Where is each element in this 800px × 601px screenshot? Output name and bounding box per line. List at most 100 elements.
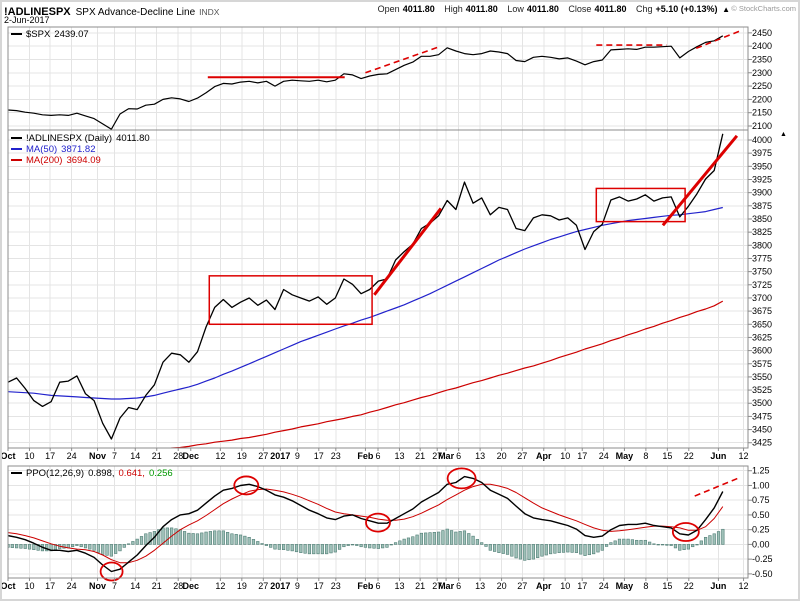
x-axis-label: 27 bbox=[258, 581, 268, 591]
x-axis-label: 14 bbox=[130, 581, 140, 591]
ppo-histogram-bar bbox=[652, 543, 656, 545]
y-axis-label: 3550 bbox=[752, 372, 772, 382]
x-axis-label: 15 bbox=[662, 581, 672, 591]
adline-legend: !ADLINESPX (Daily) 4011.80 MA(50) 3871.82 … bbox=[11, 133, 150, 166]
y-axis-label: 3925 bbox=[752, 174, 772, 184]
quote-bar: Open 4011.80 High 4011.80 Low 4011.80 Close… bbox=[371, 4, 730, 14]
y-axis-label: 0.25 bbox=[752, 525, 770, 535]
annotation-box bbox=[595, 187, 686, 223]
ppo-histogram-bar bbox=[484, 544, 488, 547]
x-axis-label: 17 bbox=[314, 581, 324, 591]
ppo-histogram-bar bbox=[75, 544, 79, 546]
y-axis-label: 2200 bbox=[752, 94, 772, 104]
ppo-histogram-bar bbox=[260, 543, 264, 545]
ppo-histogram-bar bbox=[131, 541, 135, 545]
low-value: 4011.80 bbox=[526, 4, 559, 14]
ppo-histogram-bar bbox=[682, 544, 686, 551]
y-axis-label: 3450 bbox=[752, 425, 772, 435]
x-axis-label: 19 bbox=[237, 581, 247, 591]
ppo-legend-label: PPO(12,26,9) bbox=[26, 468, 85, 479]
x-axis-label: 2017 bbox=[270, 581, 290, 591]
ppo-histogram-bar bbox=[19, 544, 23, 549]
ppo-histogram-bar bbox=[518, 544, 523, 560]
ppo-histogram-bar bbox=[673, 544, 678, 549]
y-axis-label: 4000 bbox=[752, 135, 772, 145]
annotation-circle bbox=[99, 561, 124, 582]
x-axis-label: 8 bbox=[643, 581, 648, 591]
y-axis-label: 3875 bbox=[752, 201, 772, 211]
ppo-histogram-bar bbox=[686, 544, 690, 550]
x-axis-label: 24 bbox=[599, 581, 609, 591]
ppo-histogram-bar bbox=[372, 544, 376, 549]
ppo-histogram-bar bbox=[45, 544, 49, 552]
x-axis-label: 24 bbox=[67, 581, 77, 591]
ppo-histogram-bar bbox=[583, 544, 587, 556]
y-axis-label: 2150 bbox=[752, 108, 772, 118]
ma200-legend-value: 3694.09 bbox=[66, 155, 101, 166]
x-axis-label: 22 bbox=[684, 451, 694, 461]
ppo-histogram-bar bbox=[604, 544, 609, 547]
x-axis-label: 17 bbox=[577, 451, 587, 461]
ppo-histogram-bar bbox=[320, 544, 324, 555]
x-axis-label: Nov bbox=[89, 581, 106, 591]
ppo-histogram-bar bbox=[411, 536, 415, 545]
ppo-histogram-bar bbox=[626, 538, 630, 545]
ppo-histogram-bar bbox=[355, 544, 359, 546]
ppo-histogram-bar bbox=[238, 534, 243, 545]
ppo-histogram-bar bbox=[191, 533, 195, 545]
x-axis-label: 9 bbox=[295, 581, 300, 591]
ma200-legend-label: MA(200) bbox=[26, 155, 63, 166]
ppo-histogram-bar bbox=[596, 544, 600, 553]
spx-line-swatch bbox=[11, 33, 22, 35]
ppo-histogram-bar bbox=[600, 544, 604, 551]
y-axis-label: 3775 bbox=[752, 253, 772, 263]
ppo-histogram-bar bbox=[523, 544, 527, 561]
ppo-histogram-bar bbox=[307, 544, 312, 555]
ppo-histogram-bar bbox=[432, 532, 436, 545]
adline-legend-label: !ADLINESPX (Daily) bbox=[26, 133, 113, 144]
ppo-histogram-bar bbox=[592, 544, 596, 555]
ppo-histogram-bar bbox=[36, 544, 40, 551]
ppo-histogram-bar bbox=[144, 533, 148, 545]
x-axis-label: 12 bbox=[739, 581, 749, 591]
ppo-histogram-bar bbox=[579, 544, 583, 555]
ppo-histogram-bar bbox=[648, 541, 652, 545]
y-axis-label: 3900 bbox=[752, 188, 772, 198]
ppo-histogram-bar bbox=[488, 544, 492, 551]
ppo-histogram-bar bbox=[721, 528, 725, 545]
x-axis-label: Nov bbox=[89, 451, 106, 461]
high-value: 4011.80 bbox=[465, 4, 498, 14]
ppo-histogram-bar bbox=[699, 540, 703, 545]
x-axis-label: Apr bbox=[536, 451, 552, 461]
annotation-circle bbox=[446, 467, 477, 490]
ppo-histogram-bar bbox=[15, 544, 19, 549]
ppo-histogram-bar bbox=[226, 532, 230, 545]
x-axis-label: 13 bbox=[394, 581, 404, 591]
ppo-histogram-bar bbox=[449, 530, 454, 545]
x-axis-label: 13 bbox=[475, 581, 485, 591]
ppo-histogram-bar bbox=[531, 544, 535, 560]
x-axis-label: 17 bbox=[314, 451, 324, 461]
x-axis-label: 10 bbox=[24, 581, 34, 591]
ppo-histogram-bar bbox=[234, 534, 238, 545]
ppo-histogram-bar bbox=[544, 544, 548, 556]
annotation-line bbox=[695, 29, 741, 50]
ppo-histogram-bar bbox=[105, 544, 109, 556]
y-axis-label: 2100 bbox=[752, 121, 772, 131]
y-axis-label: 3850 bbox=[752, 214, 772, 224]
high-label: High bbox=[444, 4, 463, 14]
ppo-histogram-bar bbox=[312, 544, 316, 555]
ppo-histogram-bar bbox=[501, 544, 505, 554]
x-axis-label: Apr bbox=[536, 581, 552, 591]
ppo-histogram-bar bbox=[165, 527, 169, 545]
y-axis-label: -0.50 bbox=[752, 569, 773, 579]
y-axis-label: 2350 bbox=[752, 54, 772, 64]
y-axis-label: 3525 bbox=[752, 385, 772, 395]
ppo-histogram-bar bbox=[669, 544, 673, 546]
x-axis-label: 27 bbox=[517, 451, 527, 461]
ppo-histogram-bar bbox=[553, 544, 557, 554]
ppo-histogram-bar bbox=[406, 537, 411, 545]
y-axis-label: 3500 bbox=[752, 398, 772, 408]
adline-legend-row: !ADLINESPX (Daily) 4011.80 bbox=[11, 133, 150, 144]
